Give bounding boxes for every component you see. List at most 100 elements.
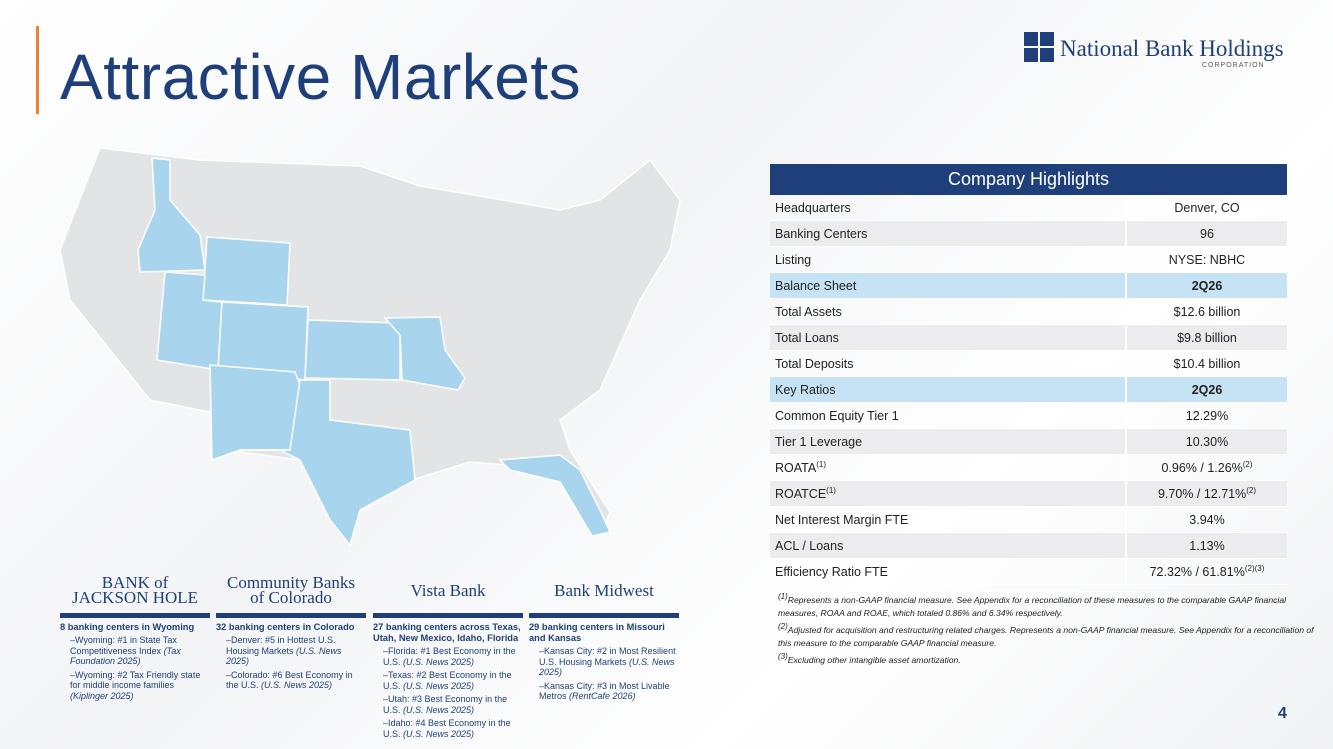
bullet-list: Wyoming: #1 in State Tax Competitiveness…	[70, 635, 210, 701]
cell-text: 0.96% / 1.26%	[1161, 461, 1243, 476]
cell-value: 12.29%	[1125, 402, 1287, 429]
bank-logo: BANK of JACKSON HOLE	[60, 570, 210, 610]
cell-label: Common Equity Tier 1	[770, 402, 1126, 429]
footnote-mark: (1)	[778, 592, 788, 601]
cell-text: Total Deposits	[775, 356, 854, 371]
cell-label: Total Assets	[770, 298, 1126, 325]
footnote-text: Adjusted for acquisition and restructuri…	[778, 624, 1314, 648]
divider	[60, 613, 210, 618]
logo-line: Bank Midwest	[554, 580, 654, 600]
cell-label: Total Loans	[770, 324, 1126, 351]
superscript: (2)(3)	[1244, 563, 1265, 573]
bank-column: BANK of JACKSON HOLE 8 banking centers in …	[60, 570, 210, 704]
section-row: Key Ratios 2Q26	[770, 376, 1287, 403]
bank-logo-text: Community Banks of Colorado	[227, 574, 355, 607]
footnotes: (1)Represents a non-GAAP financial measu…	[778, 590, 1323, 667]
table-row: Banking Centers 96	[770, 220, 1287, 247]
highlights-table: Company Highlights Headquarters Denver, C…	[770, 164, 1287, 585]
bullet-text: Utah: #3 Best Economy in the U.S.	[383, 694, 508, 715]
table-row: ROATA(1) 0.96% / 1.26%(2)	[770, 454, 1287, 481]
bullet-source: (U.S. News 2025)	[403, 728, 475, 739]
bullet-text: Denver: #5 in Hottest U.S. Housing Marke…	[226, 635, 336, 656]
cell-value: 9.70% / 12.71%(2)	[1125, 480, 1287, 507]
bank-logo: Bank Midwest	[529, 570, 679, 610]
bank-heading: 29 banking centers in Missouri and Kansa…	[529, 622, 665, 643]
footnote-text: Excluding other intangible asset amortiz…	[787, 654, 961, 665]
cell-text: 1.13%	[1189, 538, 1225, 553]
cell-value: 0.96% / 1.26%(2)	[1125, 454, 1287, 481]
table-row: Total Loans $9.8 billion	[770, 324, 1287, 351]
table-group: Total Assets $12.6 billion Total Loans $9.8…	[770, 298, 1287, 377]
superscript: (2)	[1246, 485, 1257, 495]
bullet-text: Colorado: #6 Best Economy in the U.S.	[226, 669, 353, 691]
cell-value: 2Q26	[1125, 272, 1287, 299]
logo-line: of Colorado	[250, 588, 332, 607]
cell-value: 2Q26	[1125, 376, 1287, 403]
divider	[529, 613, 679, 618]
bank-column: Bank Midwest 29 banking centers in Missou…	[529, 570, 679, 705]
cell-text: Listing	[775, 252, 812, 267]
logo-line: JACKSON HOLE	[71, 588, 199, 607]
cell-text: ROATCE	[775, 487, 827, 502]
cell-text: NYSE: NBHC	[1168, 252, 1246, 267]
table-title: Company Highlights	[770, 164, 1287, 195]
bullet-source: (U.S. News 2025)	[261, 680, 333, 690]
footnote-mark: (2)	[778, 621, 788, 631]
cell-label: Efficiency Ratio FTE	[770, 558, 1126, 585]
cell-value: $10.4 billion	[1125, 350, 1287, 377]
divider	[373, 613, 523, 618]
cell-text: 9.70% / 12.71%	[1157, 487, 1247, 502]
bullet-source: (U.S. News 2025)	[226, 645, 342, 667]
section-row: Balance Sheet 2Q26	[770, 272, 1287, 299]
divider	[216, 613, 366, 618]
bullet-source: (U.S. News 2025)	[539, 656, 675, 678]
highlighted-states	[137, 157, 612, 547]
bullet: Kansas City: #2 in Most Resilient U.S. H…	[539, 646, 679, 678]
table-row: Total Assets $12.6 billion	[770, 298, 1287, 325]
cell-label: Listing	[770, 246, 1126, 273]
cell-text: Denver, CO	[1174, 200, 1240, 215]
bank-logo-text: BANK of JACKSON HOLE	[71, 574, 199, 607]
bullet: Wyoming: #1 in State Tax Competitiveness…	[70, 635, 210, 667]
cell-text: 2Q26	[1191, 278, 1223, 293]
cell-value: 72.32% / 61.81%(2)(3)	[1125, 558, 1287, 585]
cell-text: Banking Centers	[775, 226, 868, 241]
bank-logo: Vista Bank	[373, 570, 523, 610]
table-row: Common Equity Tier 1 12.29%	[770, 402, 1287, 429]
superscript: (2)	[1242, 459, 1253, 469]
bullet-list: Florida: #1 Best Economy in the U.S. (U.…	[383, 646, 523, 739]
cell-value: $9.8 billion	[1125, 324, 1287, 351]
cell-text: $10.4 billion	[1173, 356, 1241, 371]
table-body: Headquarters Denver, CO Banking Centers 96 L…	[770, 195, 1287, 585]
table-row: Tier 1 Leverage 10.30%	[770, 428, 1287, 455]
cell-text: ACL / Loans	[775, 538, 844, 553]
bullet: Texas: #2 Best Economy in the U.S. (U.S.…	[383, 670, 523, 691]
bank-logo-text: Bank Midwest	[554, 580, 654, 600]
cell-label: ROATA(1)	[770, 454, 1126, 481]
bank-column: Vista Bank 27 banking centers across Texa…	[373, 570, 523, 742]
table-row: ACL / Loans 1.13%	[770, 532, 1287, 559]
cell-label: Net Interest Margin FTE	[770, 506, 1126, 533]
bullet: Kansas City: #3 in Most Livable Metros (…	[539, 681, 679, 702]
cell-label: Banking Centers	[770, 220, 1126, 247]
cell-label: Tier 1 Leverage	[770, 428, 1126, 455]
bank-heading: 27 banking centers across Texas, Utah, N…	[373, 622, 521, 643]
footnote-text: Represents a non-GAAP financial measure.…	[778, 594, 1287, 618]
cell-text: 3.94%	[1189, 512, 1225, 527]
footnote: (3)Excluding other intangible asset amor…	[778, 650, 1323, 667]
bullet: Utah: #3 Best Economy in the U.S. (U.S. …	[383, 694, 523, 715]
bullet-source: (Kiplinger 2025)	[70, 690, 134, 701]
section-header: Key Ratios 2Q26	[770, 376, 1287, 403]
bullet-text: Kansas City: #3 in Most Livable Metros	[539, 680, 670, 702]
superscript: (1)	[816, 459, 826, 469]
footnote-mark: (3)	[778, 651, 788, 661]
logo-line: Vista Bank	[410, 580, 486, 600]
bullet-source: (RentCafe 2026)	[569, 691, 636, 701]
bank-heading: 8 banking centers in Wyoming	[60, 622, 195, 632]
cell-value: 10.30%	[1125, 428, 1287, 455]
cell-value: $12.6 billion	[1125, 298, 1287, 325]
logo-name: National Bank Holdings	[1060, 36, 1284, 61]
cell-text: Net Interest Margin FTE	[775, 512, 909, 527]
cell-text: Common Equity Tier 1	[775, 408, 899, 423]
